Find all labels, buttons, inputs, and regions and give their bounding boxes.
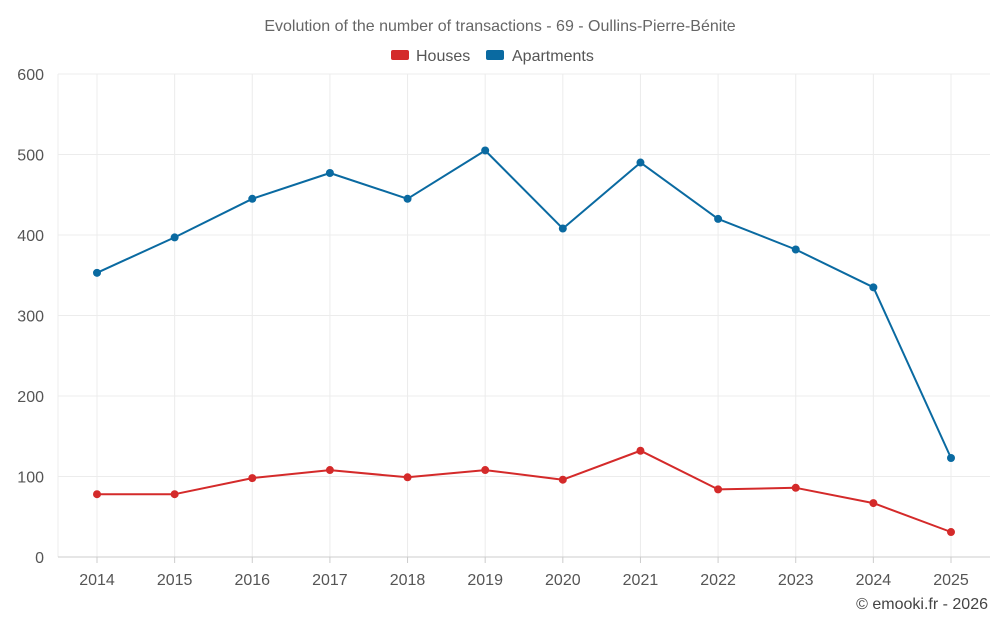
data-point-apartments-2016 [248,194,257,203]
data-point-houses-2022 [714,485,723,494]
x-tick-label-2021: 2021 [623,572,659,589]
data-point-apartments-2021 [636,158,645,167]
data-point-houses-2024 [869,499,878,508]
series-line-houses [96,449,952,533]
legend-swatch-houses [391,50,409,60]
data-point-apartments-2023 [791,245,800,254]
series-apartments [93,146,955,462]
data-point-houses-2019 [481,466,490,475]
y-tick-label-0: 0 [35,550,44,567]
y-tick-label-300: 300 [17,309,44,326]
data-point-houses-2014 [93,490,101,499]
data-point-apartments-2015 [170,233,179,242]
series-houses [93,446,955,537]
data-point-houses-2016 [248,474,257,483]
x-tick-label-2019: 2019 [467,572,503,589]
series-line-apartments [96,149,952,459]
x-tick-label-2017: 2017 [312,572,348,589]
y-tick-label-600: 600 [17,67,44,84]
data-point-houses-2021 [636,446,645,455]
axes: 0 100 200 300 400 500 600 2014 2015 2016 2017 2018 2… [17,67,990,589]
data-point-houses-2018 [403,473,412,482]
grid [57,73,990,557]
data-point-apartments-2019 [481,146,490,155]
data-point-houses-2017 [325,466,334,475]
legend-label-houses: Houses [416,48,470,65]
data-point-apartments-2022 [714,214,723,223]
y-tick-label-400: 400 [17,228,44,245]
data-point-houses-2020 [558,475,567,484]
legend-item-houses[interactable]: Houses [391,48,470,65]
x-tick-label-2015: 2015 [157,572,193,589]
chart-title: Evolution of the number of transactions … [264,18,735,35]
data-point-apartments-2018 [403,194,412,203]
x-tick-label-2016: 2016 [234,572,270,589]
data-point-apartments-2024 [869,283,878,292]
x-tick-label-2018: 2018 [390,572,426,589]
credit-text: © emooki.fr - 2026 [856,596,988,613]
legend-label-apartments: Apartments [512,48,594,65]
data-point-houses-2015 [170,490,179,499]
x-tick-label-2023: 2023 [778,572,814,589]
legend-item-apartments[interactable]: Apartments [486,48,594,65]
data-point-apartments-2014 [93,268,101,277]
data-point-houses-2025 [947,528,955,537]
x-tick-label-2024: 2024 [856,572,892,589]
x-tick-label-2022: 2022 [700,572,736,589]
data-point-apartments-2025 [947,453,955,462]
y-tick-label-500: 500 [17,148,44,165]
data-point-houses-2023 [791,483,800,492]
x-tick-label-2020: 2020 [545,572,581,589]
y-tick-label-100: 100 [17,470,44,487]
y-tick-label-200: 200 [17,389,44,406]
series [93,146,955,537]
data-point-apartments-2020 [558,224,567,233]
x-tick-label-2025: 2025 [933,572,969,589]
legend: Houses Apartments [391,48,594,65]
legend-swatch-apartments [486,50,504,60]
data-point-apartments-2017 [325,169,334,178]
x-tick-label-2014: 2014 [79,572,115,589]
